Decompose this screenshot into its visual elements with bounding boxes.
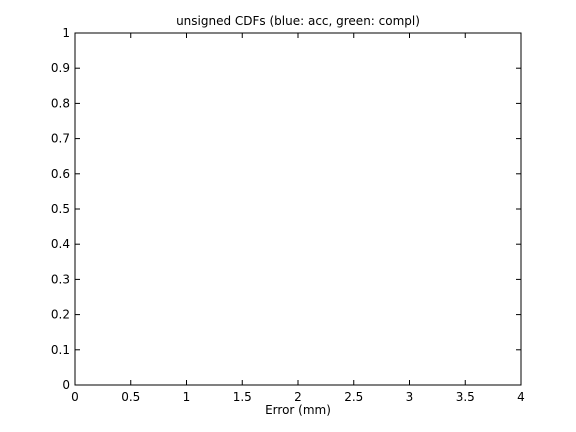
x-tick-label: 4 bbox=[517, 390, 525, 404]
x-tick-label: 0.5 bbox=[121, 390, 140, 404]
y-tick-label: 0.6 bbox=[51, 167, 70, 181]
x-tick-label: 1.5 bbox=[233, 390, 252, 404]
x-tick-label: 3 bbox=[406, 390, 414, 404]
tick-marks bbox=[74, 32, 522, 386]
x-tick-label: 2.5 bbox=[344, 390, 363, 404]
y-tick-label: 0.9 bbox=[51, 61, 70, 75]
y-tick-label: 0.7 bbox=[51, 132, 70, 146]
x-axis-label: Error (mm) bbox=[265, 403, 331, 417]
x-tick-label: 0 bbox=[71, 390, 79, 404]
y-tick-label: 0.5 bbox=[51, 202, 70, 216]
x-tick-label: 1 bbox=[183, 390, 191, 404]
y-tick-label: 1 bbox=[62, 26, 70, 40]
y-tick-label: 0.8 bbox=[51, 96, 70, 110]
chart-title: unsigned CDFs (blue: acc, green: compl) bbox=[176, 14, 420, 28]
y-tick-label: 0.1 bbox=[51, 343, 70, 357]
x-tick-label: 3.5 bbox=[456, 390, 475, 404]
y-tick-labels: 0 0.1 0.2 0.3 0.4 0.5 0.6 0.7 0.8 0.9 1 bbox=[51, 26, 70, 392]
x-tick-label: 2 bbox=[294, 390, 302, 404]
axes-box bbox=[74, 32, 522, 386]
y-tick-label: 0.3 bbox=[51, 272, 70, 286]
y-tick-label: 0.4 bbox=[51, 237, 70, 251]
y-tick-label: 0.2 bbox=[51, 308, 70, 322]
y-tick-label: 0 bbox=[62, 378, 70, 392]
x-tick-labels: 0 0.5 1 1.5 2 2.5 3 3.5 4 bbox=[71, 390, 525, 404]
